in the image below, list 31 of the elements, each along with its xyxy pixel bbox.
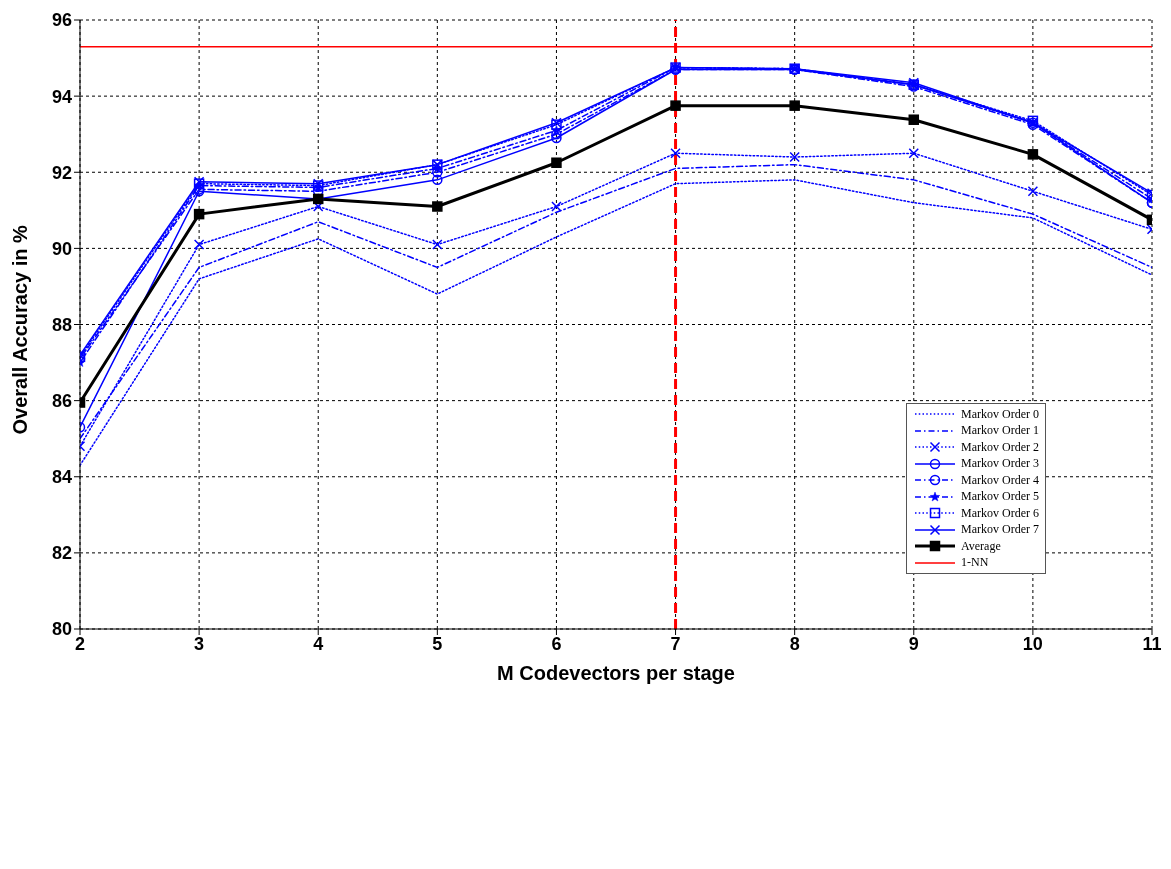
legend-label: Markov Order 5 [961,489,1039,505]
legend-label: Markov Order 2 [961,439,1039,455]
y-axis-title: Overall Accuracy in % [9,224,32,435]
x-tick-label: 11 [1142,633,1162,654]
legend-label: Markov Order 6 [961,505,1039,521]
legend-label: Markov Order 4 [961,472,1039,488]
x-tick-label: 10 [1022,633,1043,654]
x-tick-label: 3 [194,633,205,654]
legend-label: Markov Order 1 [961,423,1039,439]
legend-label: Markov Order 0 [961,406,1039,422]
x-tick-label: 6 [551,633,562,654]
x-tick-label: 7 [670,633,681,654]
y-tick-label: 86 [51,391,72,412]
y-tick-label: 88 [51,314,72,335]
y-tick-label: 82 [51,543,72,564]
legend-label: Markov Order 3 [961,456,1039,472]
y-tick-label: 92 [51,162,72,183]
x-tick-label: 2 [74,633,86,654]
y-tick-label: 94 [51,86,72,107]
legend-label: Average [961,538,1001,554]
x-axis-title: M Codevectors per stage [497,662,735,684]
y-tick-label: 96 [51,10,72,31]
x-tick-label: 8 [789,633,800,654]
legend-label: 1-NN [961,555,989,571]
x-tick-label: 4 [313,633,324,654]
legend-label: Markov Order 7 [961,522,1039,538]
y-tick-label: 84 [51,467,72,488]
x-tick-label: 5 [432,633,443,654]
y-tick-label: 80 [51,619,72,640]
y-tick-label: 90 [51,238,72,259]
x-tick-label: 9 [908,633,919,654]
